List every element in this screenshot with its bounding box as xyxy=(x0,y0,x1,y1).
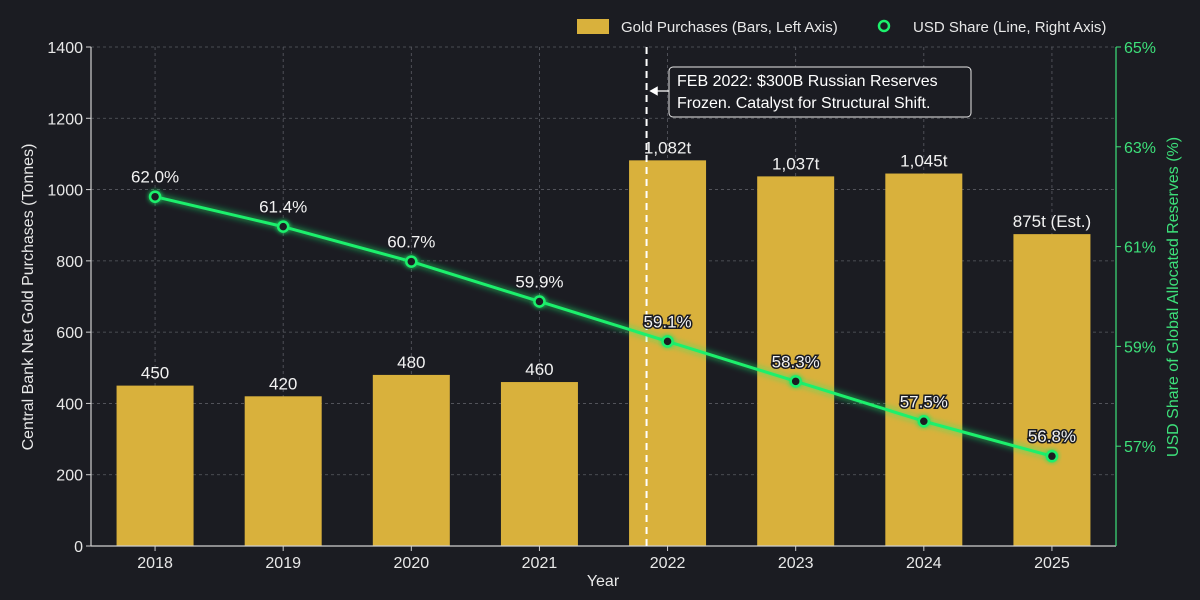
usd-point-2018 xyxy=(148,190,162,203)
annotation-box xyxy=(668,66,972,118)
usd-point-2021 xyxy=(533,295,546,308)
usd-point-2022 xyxy=(661,335,674,348)
usd-label-2018: 62.0% xyxy=(131,168,179,187)
right-tick-label: 59% xyxy=(1124,339,1156,356)
legend: Gold Purchases (Bars, Left Axis) USD Sha… xyxy=(577,19,1106,36)
bars xyxy=(116,160,1091,546)
right-tick-label: 65% xyxy=(1124,40,1156,57)
legend-bar-label: Gold Purchases (Bars, Left Axis) xyxy=(621,19,838,36)
right-axis-title: USD Share of Global Allocated Reserves (… xyxy=(1165,137,1182,457)
usd-label-2021: 59.9% xyxy=(515,272,563,291)
bar-label-2021: 460 xyxy=(525,360,553,379)
x-tick-label: 2019 xyxy=(265,555,301,572)
x-tick-label: 2025 xyxy=(1034,555,1070,572)
usd-share-line xyxy=(148,190,1059,463)
x-tick-label: 2018 xyxy=(137,555,173,572)
usd-label-2020: 60.7% xyxy=(387,233,435,252)
left-tick-label: 1000 xyxy=(47,183,83,200)
usd-label-2023: 58.3% xyxy=(772,352,820,371)
bar-2022 xyxy=(629,160,707,546)
usd-point-2024 xyxy=(917,415,931,428)
usd-label-2025: 56.8% xyxy=(1028,427,1076,446)
bar-2020 xyxy=(372,374,450,546)
axes: 0 200 400 600 800 1000 1200 1400 2018 2019 2020 202… xyxy=(47,40,1156,572)
x-axis-title: Year xyxy=(587,573,620,590)
bar-2019 xyxy=(244,396,322,546)
left-tick-label: 1200 xyxy=(47,111,83,128)
left-axis-title: Central Bank Net Gold Purchases (Tonnes) xyxy=(20,144,37,451)
x-tick-label: 2024 xyxy=(906,555,942,572)
bar-label-2022: 1,082t xyxy=(644,138,692,157)
right-tick-label: 63% xyxy=(1124,140,1156,157)
legend-line-marker xyxy=(877,19,891,33)
left-tick-label: 400 xyxy=(56,396,83,413)
bar-label-2025: 875t (Est.) xyxy=(1013,212,1091,231)
bar-label-2024: 1,045t xyxy=(900,152,948,171)
annotation-text-line: FEB 2022: $300B Russian Reserves xyxy=(677,73,938,90)
usd-point-2020 xyxy=(405,255,418,268)
left-tick-label: 800 xyxy=(56,254,83,271)
legend-bar-swatch xyxy=(577,19,609,34)
left-tick-label: 600 xyxy=(56,325,83,342)
legend-line-label: USD Share (Line, Right Axis) xyxy=(913,19,1106,36)
right-tick-label: 61% xyxy=(1124,240,1156,257)
annotation: FEB 2022: $300B Russian Reserves Frozen. … xyxy=(645,47,972,546)
usd-point-2025 xyxy=(1045,449,1059,463)
left-tick-label: 200 xyxy=(56,468,83,485)
bar-label-2023: 1,037t xyxy=(772,154,820,173)
data-labels: 450 420 480 460 1,082t 1,037t 1,045t 875t (Est.… xyxy=(129,138,1091,447)
x-tick-label: 2023 xyxy=(778,555,814,572)
right-tick-label: 57% xyxy=(1124,439,1156,456)
left-tick-label: 1400 xyxy=(47,40,83,57)
x-tick-label: 2020 xyxy=(394,555,430,572)
bar-2025 xyxy=(1013,234,1091,546)
usd-point-2023 xyxy=(789,375,802,388)
bar-label-2018: 450 xyxy=(141,364,169,383)
bar-2021 xyxy=(500,382,578,546)
bar-2023 xyxy=(757,176,835,546)
usd-label-2022: 59.1% xyxy=(643,312,691,331)
bar-label-2019: 420 xyxy=(269,374,297,393)
x-tick-label: 2022 xyxy=(650,555,686,572)
bar-2018 xyxy=(116,385,194,546)
x-tick-label: 2021 xyxy=(522,555,558,572)
bar-2024 xyxy=(885,173,963,546)
usd-label-2019: 61.4% xyxy=(259,198,307,217)
bar-label-2020: 480 xyxy=(397,353,425,372)
annotation-text-line: Frozen. Catalyst for Structural Shift. xyxy=(677,95,930,112)
usd-point-2019 xyxy=(276,220,290,233)
usd-label-2024: 57.5% xyxy=(900,392,948,411)
usd-share-polyline xyxy=(154,195,1053,458)
left-tick-label: 0 xyxy=(74,539,83,556)
